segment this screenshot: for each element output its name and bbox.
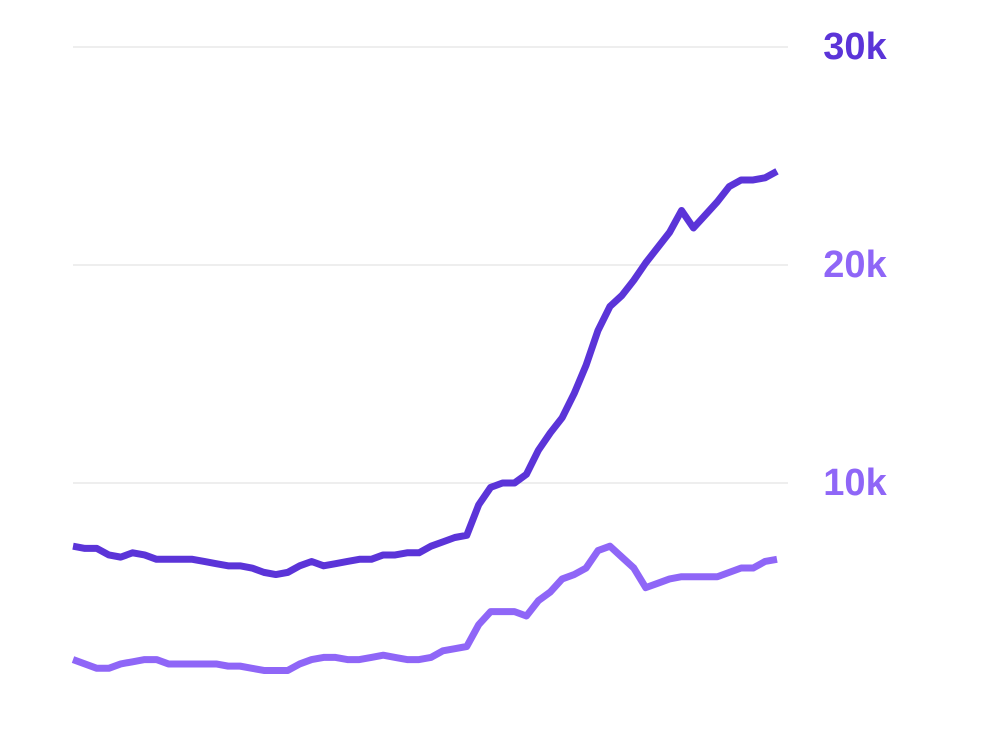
y-tick-label: 30k xyxy=(823,26,887,68)
y-tick-label: 20k xyxy=(823,244,887,286)
series-line xyxy=(72,168,779,579)
y-tick-label: 10k xyxy=(823,462,887,504)
series-line xyxy=(71,542,778,674)
